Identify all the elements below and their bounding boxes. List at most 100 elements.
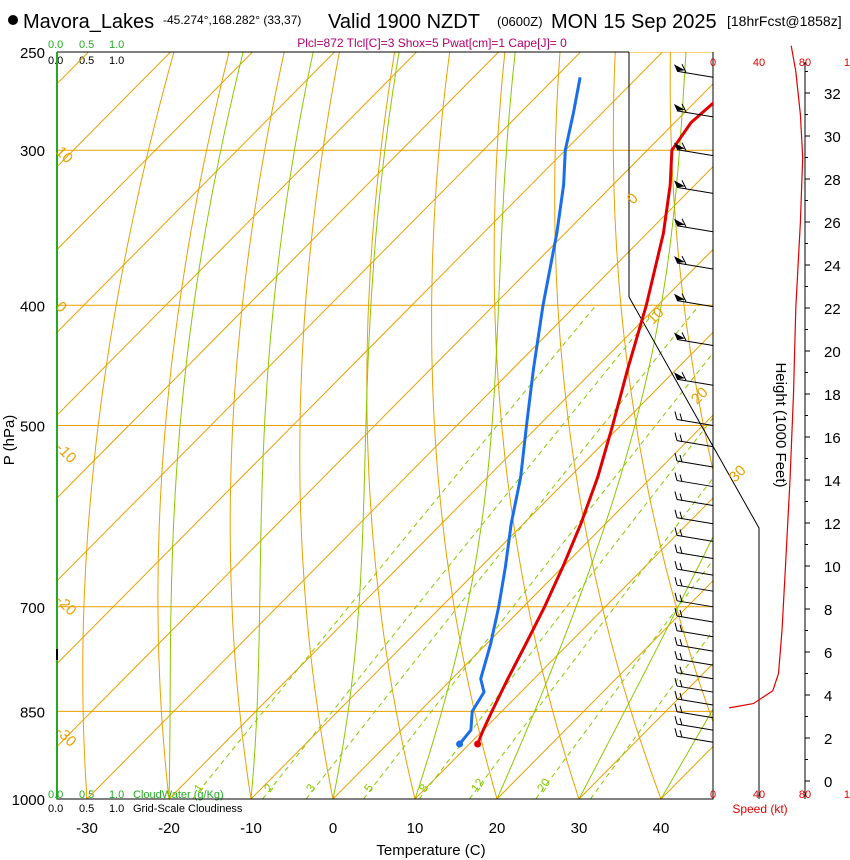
isotherm-label-right: 0 xyxy=(624,190,642,208)
dewpoint-trace xyxy=(458,77,582,745)
temperature-tick-label: -10 xyxy=(240,820,262,837)
temperature-tick-label: -30 xyxy=(76,820,98,837)
cloud-scale-top-1: 0.5 xyxy=(79,39,94,51)
height-tick-label: 12 xyxy=(824,516,841,533)
wind-barb-feather xyxy=(679,434,683,442)
wind-barb-shaft xyxy=(676,735,714,743)
isotherm-label-right: 10 xyxy=(644,304,668,328)
wind-barb-feather xyxy=(681,64,687,73)
mixing-ratio-line xyxy=(262,304,661,799)
mixing-ratio-label: 2 xyxy=(261,781,276,795)
wind-barb xyxy=(674,650,714,666)
height-tick-label: 6 xyxy=(824,645,832,662)
height-tick-label: 14 xyxy=(824,473,841,490)
wind-barb xyxy=(674,332,714,346)
speed-tick-label-top: 0 xyxy=(710,57,716,69)
wind-barb-pennant xyxy=(674,180,685,188)
isotherm-line xyxy=(578,662,713,799)
height-tick-label: 2 xyxy=(824,731,832,748)
pressure-tick-label: 500 xyxy=(20,419,45,436)
y-axis-title: P (hPa) xyxy=(1,415,18,466)
wind-barb-feather xyxy=(674,592,678,601)
wind-barb-feather xyxy=(674,636,678,646)
dry-adiabat-line xyxy=(493,52,580,799)
wind-barb-feather xyxy=(679,692,683,701)
wind-barb-shaft xyxy=(676,568,714,576)
pressure-tick-label: 700 xyxy=(20,600,45,617)
mixing-ratio-label: 12 xyxy=(468,775,487,794)
pressure-tick-label: 250 xyxy=(20,45,45,62)
wind-barb-feather xyxy=(674,527,678,536)
isotherm-line xyxy=(168,248,713,799)
height-tick-label: 20 xyxy=(824,344,841,361)
station-bullet-icon xyxy=(8,15,18,25)
cloudiness-label: Grid-Scale Cloudiness xyxy=(133,803,243,815)
temperature-tick-label: 30 xyxy=(571,820,588,837)
height-axis-title: Height (1000 Feet) xyxy=(772,362,789,487)
speed-tick-label-top: 40 xyxy=(753,57,765,69)
cloud-scale-bottom-2: 1.0 xyxy=(109,789,124,801)
cloudwater-label: CloudWater (g/Kg) xyxy=(133,789,224,801)
wind-barb-shaft xyxy=(676,723,714,731)
mixing-ratio-label: 20 xyxy=(534,775,553,794)
temperature-tick-label: 40 xyxy=(653,820,670,837)
wind-barb-shaft xyxy=(676,658,714,666)
wind-barb xyxy=(674,544,714,560)
wind-barb-feather xyxy=(679,562,683,571)
x-axis-title: Temperature (C) xyxy=(376,842,485,859)
height-tick-label: 24 xyxy=(824,258,841,275)
isotherm-label-right: 30 xyxy=(726,462,750,486)
wind-barb-feather xyxy=(679,638,683,647)
speed-tick-label-bottom: 12 xyxy=(844,789,850,801)
station-name: Mavora_Lakes xyxy=(23,11,154,33)
wind-barb-pennant xyxy=(674,64,685,72)
moist-adiabat-line xyxy=(578,535,713,799)
wind-barb xyxy=(674,607,714,623)
moist-adiabat-line xyxy=(168,52,244,799)
wind-barb xyxy=(674,560,714,576)
isotherm-label-left: 10 xyxy=(52,143,76,167)
wind-barb xyxy=(674,218,714,233)
wind-barb-feather xyxy=(679,624,683,632)
wind-barb xyxy=(674,592,714,608)
wind-barb-shaft xyxy=(676,300,714,308)
wind-barb-feather xyxy=(679,652,683,661)
wind-barb-shaft xyxy=(676,440,714,448)
temperature-tick-label: 10 xyxy=(407,820,424,837)
wind-barb-shaft xyxy=(676,600,714,608)
wind-barb xyxy=(674,715,714,731)
wind-barb-feather xyxy=(674,432,678,441)
wind-barb-feather xyxy=(681,372,687,381)
isotherm-line xyxy=(825,52,850,799)
wind-barb-feather xyxy=(679,666,683,674)
wind-barb xyxy=(674,64,714,78)
wind-barb-shaft xyxy=(676,711,714,719)
wind-barb-feather xyxy=(679,493,683,501)
dry-adiabat-line xyxy=(157,52,230,799)
height-tick-label: 18 xyxy=(824,387,841,404)
speed-tick-label-top: 80 xyxy=(799,57,811,69)
cloudiness-scale-bottom-0: 0.0 xyxy=(48,803,63,815)
wind-barb-pennant xyxy=(674,332,685,340)
valid-time: Valid 1900 NZDT xyxy=(328,11,480,33)
mixing-ratio-line xyxy=(418,417,713,799)
height-tick-label: 4 xyxy=(824,688,832,705)
moist-adiabat-line xyxy=(496,52,687,799)
wind-barb-shaft xyxy=(676,552,714,560)
wind-barb-shaft xyxy=(676,338,714,346)
isotherm-line xyxy=(57,52,581,582)
wind-barb-feather xyxy=(674,690,678,700)
wind-speed-profile xyxy=(728,45,804,709)
wind-barb-feather xyxy=(674,491,678,500)
wind-barb xyxy=(674,411,714,426)
wind-barb-shaft xyxy=(676,672,714,680)
dry-adiabat-line xyxy=(229,52,285,799)
wind-barb-feather xyxy=(674,715,678,725)
wind-barb xyxy=(674,703,714,719)
wind-barb-shaft xyxy=(676,70,714,78)
isotherm-line xyxy=(86,165,713,799)
wind-barb-feather xyxy=(679,529,683,537)
wind-barb-feather xyxy=(674,472,678,481)
wind-barb-feather xyxy=(679,609,683,618)
wind-barb-feather xyxy=(681,103,687,113)
